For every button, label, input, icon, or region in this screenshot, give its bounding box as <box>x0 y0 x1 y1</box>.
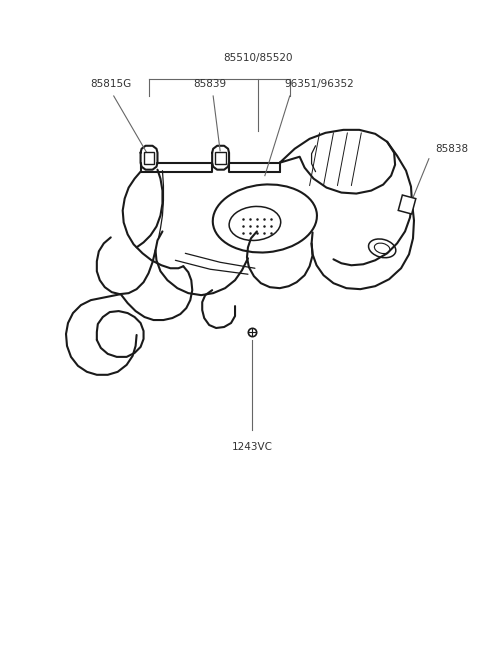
Bar <box>144 152 155 164</box>
Text: 1243VC: 1243VC <box>231 442 273 451</box>
Text: 85838: 85838 <box>435 144 468 154</box>
Text: 85815G: 85815G <box>90 79 132 89</box>
Bar <box>398 195 416 214</box>
Bar <box>215 152 226 164</box>
Text: 96351/96352: 96351/96352 <box>285 79 354 89</box>
Text: 85839: 85839 <box>193 79 227 89</box>
Text: 85510/85520: 85510/85520 <box>223 53 293 63</box>
